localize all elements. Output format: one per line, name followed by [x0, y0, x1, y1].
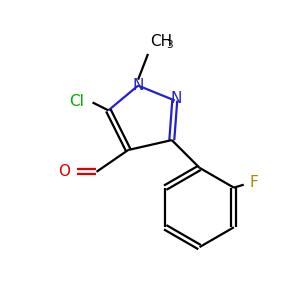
- Text: F: F: [249, 175, 258, 190]
- Text: Cl: Cl: [69, 94, 84, 109]
- Text: CH: CH: [150, 34, 172, 49]
- Text: N: N: [170, 91, 182, 106]
- Text: N: N: [132, 78, 144, 93]
- Text: O: O: [58, 164, 70, 179]
- Text: 3: 3: [166, 40, 172, 50]
